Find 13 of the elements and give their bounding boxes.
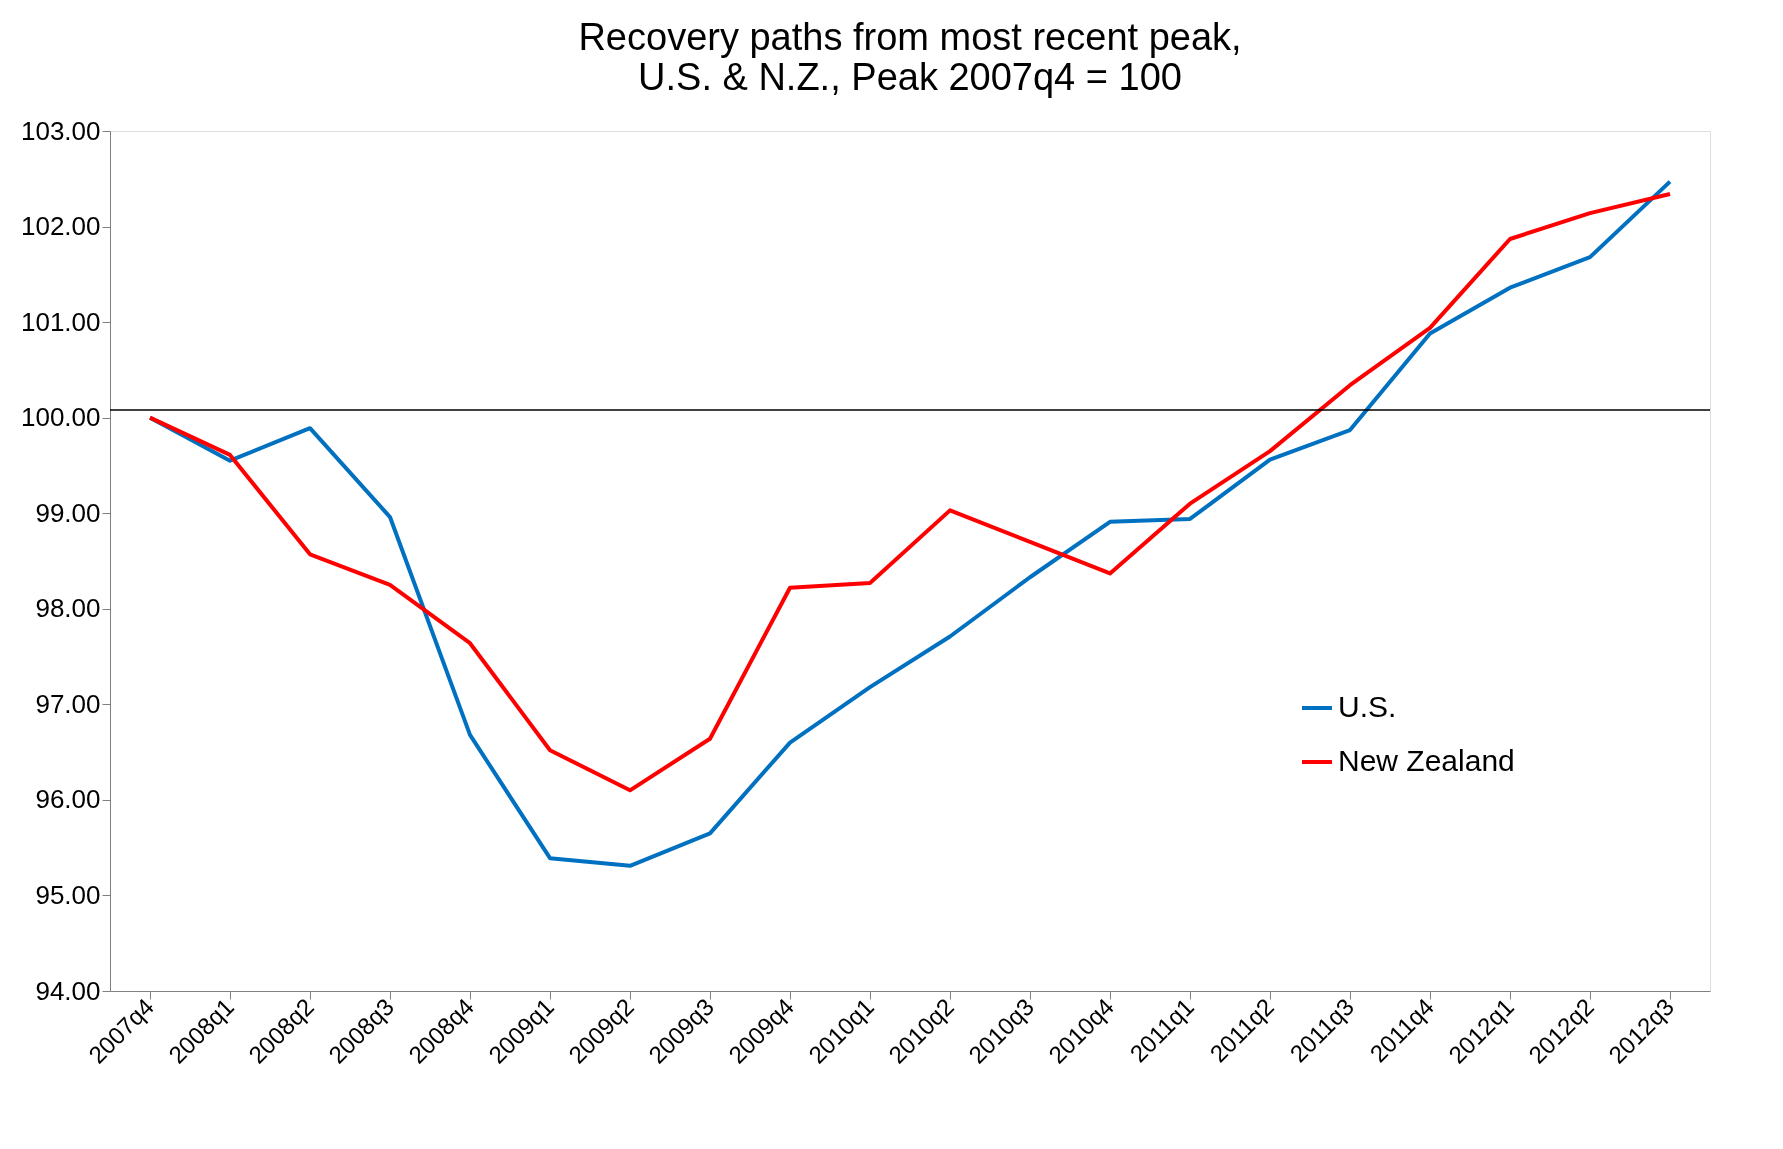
y-tick-label: 98.00: [35, 593, 101, 624]
y-tick-label: 102.00: [20, 211, 101, 242]
legend-label: New Zealand: [1338, 744, 1515, 777]
y-tick-label: 103.00: [20, 115, 101, 146]
y-tick-label: 96.00: [35, 784, 101, 815]
y-tick-label: 100.00: [20, 402, 101, 433]
text: Recovery paths from most recent peak,: [578, 16, 1242, 58]
legend-label: U.S.: [1338, 690, 1397, 723]
y-tick-label: 97.00: [35, 688, 101, 719]
y-tick-label: 101.00: [20, 306, 101, 337]
y-tick-label: 95.00: [35, 879, 101, 910]
y-tick-label: 94.00: [35, 975, 101, 1006]
y-tick-label: 99.00: [35, 497, 101, 528]
